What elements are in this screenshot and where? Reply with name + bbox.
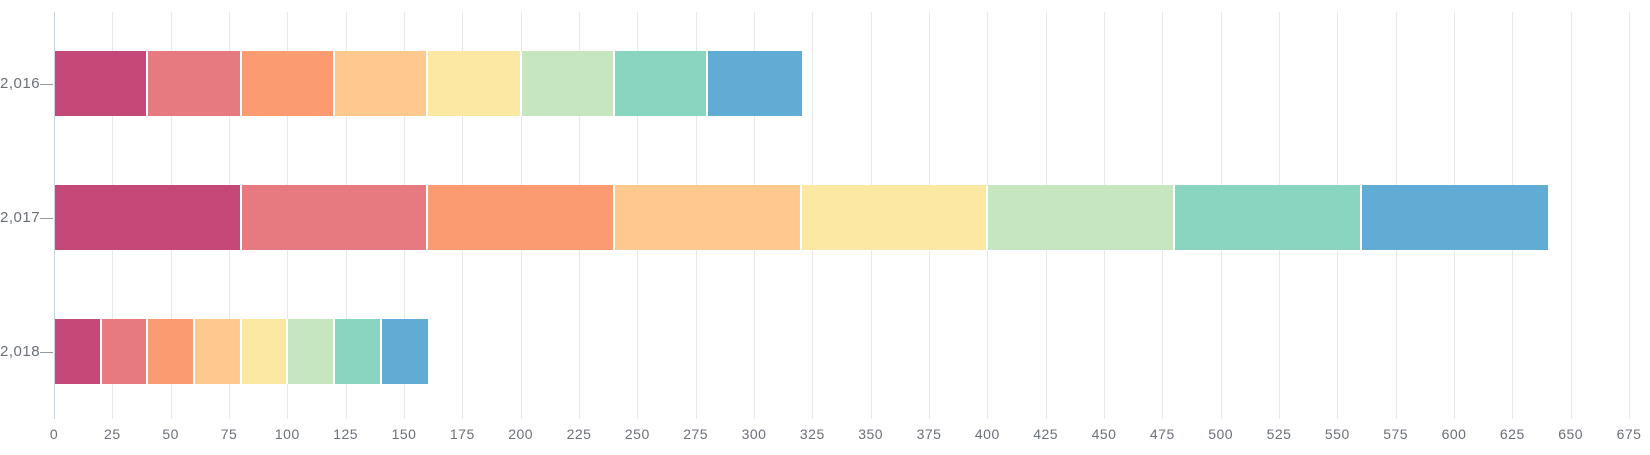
x-axis-tick-label: 325 — [799, 426, 825, 442]
x-axis-tick-label: 50 — [162, 426, 179, 442]
bar-segment-2016-segment-8[interactable] — [708, 51, 802, 116]
x-axis-tick-label: 500 — [1208, 426, 1234, 442]
x-axis-tick-label: 350 — [858, 426, 884, 442]
bar-segment-2016-segment-3[interactable] — [241, 51, 335, 116]
bar-segment-2016-segment-5[interactable] — [428, 51, 522, 116]
x-axis-tick-label: 175 — [449, 426, 475, 442]
bar-segment-2017-segment-3[interactable] — [428, 185, 615, 250]
bar-row-2016 — [55, 51, 802, 116]
bar-segment-2016-segment-7[interactable] — [614, 51, 709, 116]
bar-segment-2016-segment-1[interactable] — [55, 51, 149, 116]
bar-segment-2017-segment-1[interactable] — [55, 185, 242, 250]
y-axis-tick-mark — [40, 217, 53, 219]
x-axis-tick-label: 375 — [916, 426, 942, 442]
x-axis-tick-label: 200 — [508, 426, 534, 442]
x-axis-tick-label: 75 — [220, 426, 238, 442]
bar-segment-2017-segment-2[interactable] — [241, 185, 429, 250]
y-axis-category-label: 2,016 — [0, 74, 41, 92]
y-axis-line — [54, 12, 55, 419]
y-axis-tick-mark — [40, 351, 53, 353]
x-axis-tick-label: 100 — [274, 426, 300, 442]
x-axis-tick-label: 300 — [741, 426, 767, 442]
bar-segment-2018-segment-3[interactable] — [148, 319, 195, 384]
bar-segment-2016-segment-6[interactable] — [521, 51, 615, 116]
x-axis-tick-label: 425 — [1033, 426, 1059, 442]
bar-segment-2018-segment-6[interactable] — [288, 319, 335, 384]
x-axis-tick-label: 450 — [1091, 426, 1117, 442]
x-axis-tick-label: 575 — [1383, 426, 1409, 442]
x-axis-tick-label: 650 — [1558, 426, 1584, 442]
x-axis-tick-label: 400 — [974, 426, 1000, 442]
x-axis-tick-label: 600 — [1441, 426, 1467, 442]
y-axis-tick-mark — [40, 83, 53, 85]
x-axis-tick-label: 250 — [624, 426, 650, 442]
bar-segment-2018-segment-7[interactable] — [334, 319, 382, 384]
y-axis-category-label: 2,017 — [0, 208, 41, 226]
bar-segment-2017-segment-5[interactable] — [801, 185, 989, 250]
x-axis-tick-label: 675 — [1616, 426, 1642, 442]
bar-row-2017 — [55, 185, 1549, 250]
bar-segment-2017-segment-8[interactable] — [1361, 185, 1549, 250]
x-axis-tick-label: 275 — [683, 426, 709, 442]
bar-segment-2017-segment-6[interactable] — [988, 185, 1175, 250]
x-axis-tick-label: 525 — [1266, 426, 1292, 442]
bar-segment-2018-segment-2[interactable] — [101, 319, 149, 384]
bar-segment-2016-segment-2[interactable] — [148, 51, 242, 116]
x-axis-tick-label: 625 — [1499, 426, 1525, 442]
bar-segment-2018-segment-5[interactable] — [241, 319, 289, 384]
x-axis-tick-label: 550 — [1324, 426, 1350, 442]
gridline — [1629, 12, 1630, 419]
x-axis-tick-label: 150 — [391, 426, 417, 442]
gridline — [1570, 12, 1572, 419]
y-axis-category-label: 2,018 — [0, 342, 41, 360]
bar-segment-2017-segment-7[interactable] — [1174, 185, 1362, 250]
x-axis-tick-label: 25 — [104, 426, 121, 442]
x-axis-tick-label: 125 — [333, 426, 359, 442]
bar-row-2018 — [55, 319, 429, 384]
bar-segment-2018-segment-8[interactable] — [381, 319, 429, 384]
x-axis-tick-label: 225 — [566, 426, 592, 442]
bar-segment-2018-segment-4[interactable] — [194, 319, 242, 384]
bar-segment-2017-segment-4[interactable] — [614, 185, 802, 250]
x-axis-tick-label: 0 — [49, 426, 59, 442]
bar-segment-2016-segment-4[interactable] — [334, 51, 429, 116]
bar-segment-2018-segment-1[interactable] — [55, 319, 102, 384]
x-axis-tick-label: 475 — [1149, 426, 1175, 442]
